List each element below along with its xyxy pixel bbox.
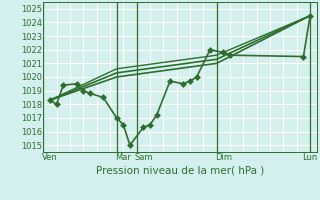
X-axis label: Pression niveau de la mer( hPa ): Pression niveau de la mer( hPa ): [96, 165, 264, 175]
